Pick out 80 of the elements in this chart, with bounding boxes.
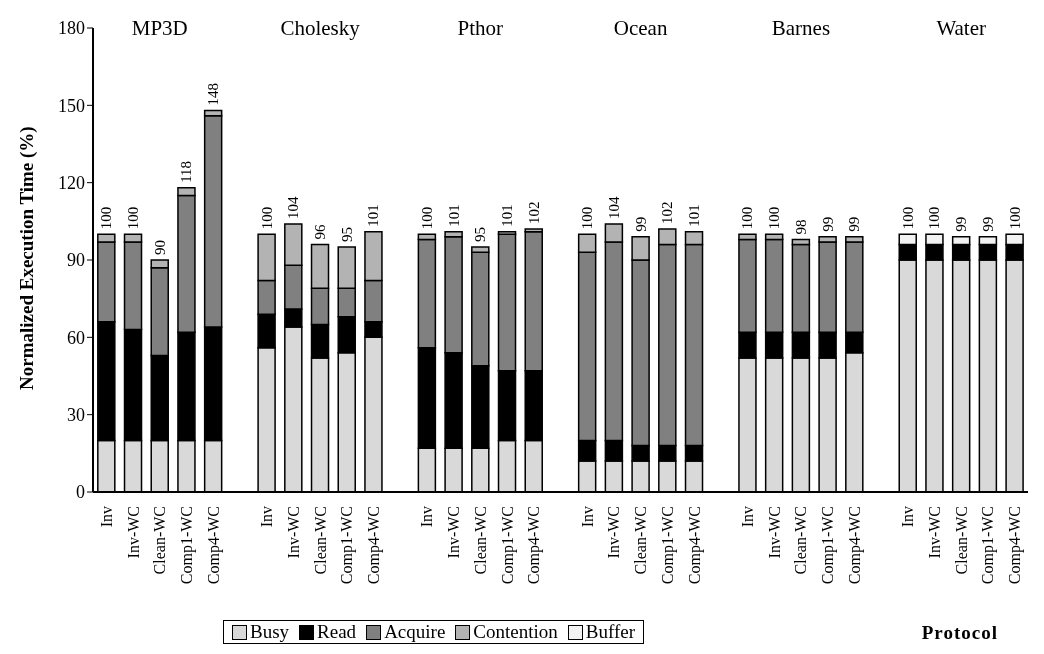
x-tick-label: Comp1-WC <box>819 506 838 585</box>
annotation: Water <box>935 16 987 41</box>
legend-label: Acquire <box>383 621 446 643</box>
total-label: 100 <box>1006 206 1023 230</box>
x-tick-label: Comp1-WC <box>498 506 517 585</box>
y-tick-label: 30 <box>67 405 85 426</box>
x-tick-label: Inv-WC <box>926 506 943 559</box>
x-tick-label: Inv-WC <box>445 506 463 559</box>
total-label: 98 <box>792 219 809 235</box>
total-label: 100 <box>98 206 115 230</box>
annotation: Barnes <box>770 16 832 41</box>
y-tick-label: 150 <box>58 95 85 116</box>
annotation: Ocean <box>612 16 669 41</box>
total-label: 148 <box>205 82 222 106</box>
x-tick-label: Comp1-WC <box>979 506 998 585</box>
x-tick-label: Comp4-WC <box>845 506 864 585</box>
total-label: 99 <box>979 216 996 232</box>
x-tick-label: Comp4-WC <box>365 506 383 585</box>
total-label: 100 <box>899 206 916 230</box>
total-label: 104 <box>285 195 302 219</box>
x-tick-label: Inv <box>578 506 596 528</box>
total-label: 95 <box>338 227 355 243</box>
x-tick-label: Inv <box>97 506 115 528</box>
y-tick-label: 120 <box>58 173 85 194</box>
x-tick-label: Clean-WC <box>151 506 169 575</box>
y-axis-title: Normalized Execution Time (%) <box>15 126 38 390</box>
x-tick-label: Comp4-WC <box>1006 506 1025 585</box>
x-tick-label: Inv <box>899 506 917 528</box>
legend-label: Busy <box>249 621 290 643</box>
total-label: 102 <box>525 201 542 225</box>
x-tick-label: Clean-WC <box>471 506 489 575</box>
total-label: 99 <box>846 216 863 232</box>
x-tick-label: Inv <box>418 506 436 528</box>
x-tick-label: Inv <box>258 506 276 528</box>
x-tick-label: Inv-WC <box>765 506 783 559</box>
y-tick-label: 180 <box>58 18 85 39</box>
total-label: 99 <box>819 216 836 232</box>
annotation: Cholesky <box>279 16 361 41</box>
x-tick-label: Clean-WC <box>952 506 970 575</box>
total-label: 101 <box>499 204 516 227</box>
total-label: 95 <box>472 227 489 243</box>
y-tick-label: 0 <box>76 482 85 503</box>
x-tick-label: Comp1-WC <box>178 506 196 585</box>
annotation: Pthor <box>456 16 505 41</box>
legend-label: Buffer <box>584 621 636 643</box>
total-label: 100 <box>926 206 943 230</box>
x-axis-title: Protocol <box>921 622 998 644</box>
x-tick-label: Comp1-WC <box>338 506 357 585</box>
x-tick-label: Inv-WC <box>124 506 142 559</box>
x-tick-label: Clean-WC <box>632 506 650 575</box>
x-tick-label: Comp4-WC <box>204 506 223 585</box>
x-tick-label: Inv <box>739 506 756 528</box>
x-tick-label: Inv-WC <box>284 506 302 559</box>
x-tick-label: Comp4-WC <box>525 506 544 585</box>
total-label: 118 <box>178 160 195 183</box>
total-label: 101 <box>445 204 462 227</box>
total-label: 99 <box>953 216 970 232</box>
total-label: 102 <box>659 201 676 225</box>
legend-label: Contention <box>472 621 558 643</box>
x-tick-label: Comp1-WC <box>658 506 677 585</box>
annotation: MP3D <box>131 16 188 40</box>
legend-label: Read <box>316 621 357 643</box>
total-label: 100 <box>125 206 142 230</box>
total-label: 100 <box>258 206 275 230</box>
total-label: 90 <box>151 240 168 255</box>
total-label: 100 <box>739 206 756 230</box>
total-label: 96 <box>312 224 329 240</box>
total-label: 100 <box>579 206 596 230</box>
total-label: 100 <box>418 206 435 230</box>
x-tick-label: Clean-WC <box>311 506 329 575</box>
y-tick-label: 90 <box>67 250 85 271</box>
x-tick-label: Comp4-WC <box>685 506 704 585</box>
total-label: 101 <box>686 204 703 227</box>
total-label: 99 <box>632 216 649 232</box>
x-tick-label: Clean-WC <box>792 506 810 575</box>
y-tick-label: 60 <box>67 327 85 348</box>
total-label: 100 <box>766 206 783 230</box>
total-label: 104 <box>605 195 622 219</box>
total-label: 101 <box>365 204 382 227</box>
x-tick-label: Inv-WC <box>605 506 623 559</box>
